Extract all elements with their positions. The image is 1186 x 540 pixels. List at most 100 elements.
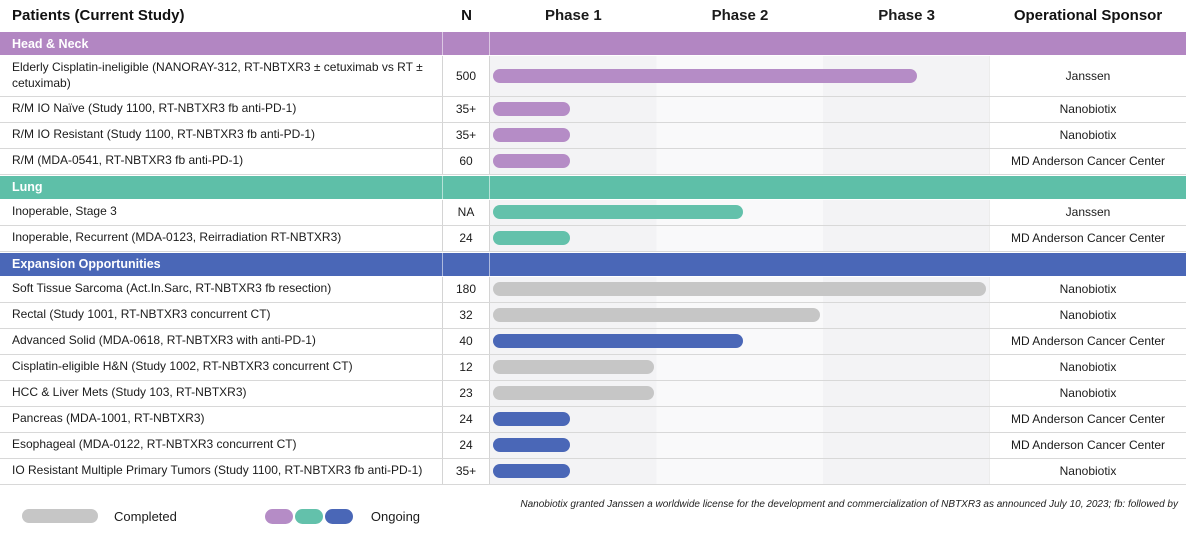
study-sponsor: Nanobiotix [1059,386,1117,401]
study-row: Cisplatin-eligible H&N (Study 1002, RT-N… [0,354,1186,381]
study-patients-label: Elderly Cisplatin-ineligible (NANORAY-31… [0,56,443,96]
phase-track [490,225,990,251]
study-sponsor: MD Anderson Cancer Center [1010,154,1166,169]
col-header-n: N [461,7,472,24]
study-sponsor: Nanobiotix [1059,308,1117,323]
study-patients-label: IO Resistant Multiple Primary Tumors (St… [0,458,443,484]
study-n-value: 500 [443,56,490,96]
study-row: Soft Tissue Sarcoma (Act.In.Sarc, RT-NBT… [0,276,1186,303]
legend-completed-label: Completed [114,508,177,524]
study-n-value: 35+ [443,96,490,122]
study-sponsor: Janssen [1065,205,1111,220]
study-sponsor: MD Anderson Cancer Center [1010,438,1166,453]
study-patients-label: R/M IO Resistant (Study 1100, RT-NBTXR3 … [0,122,443,148]
study-n-value: 32 [443,302,490,328]
phase-progress-bar-ongoing [493,68,918,83]
study-sponsor: MD Anderson Cancer Center [1010,231,1166,246]
study-n-value: NA [443,199,490,225]
phase-track [490,328,990,354]
study-sponsor: Janssen [1065,68,1111,83]
phase-progress-bar-ongoing [493,438,570,453]
phase-headers: Phase 1 Phase 2 Phase 3 [490,0,990,31]
study-patients-label: Inoperable, Recurrent (MDA-0123, Reirrad… [0,225,443,251]
legend-ongoing-swatch-purple [264,508,293,524]
study-sponsor: Nanobiotix [1059,282,1117,297]
study-row: Advanced Solid (MDA-0618, RT-NBTXR3 with… [0,328,1186,355]
study-sponsor: Nanobiotix [1059,128,1117,143]
section-label: Lung [12,180,43,195]
study-n-value: 24 [443,225,490,251]
legend: Completed Ongoing [22,508,421,524]
phase-track [490,122,990,148]
study-n-value: 60 [443,148,490,174]
phase-progress-bar-ongoing [493,231,570,246]
study-n-value: 24 [443,432,490,458]
phase-track [490,432,990,458]
legend-completed-swatch [22,509,98,524]
study-sponsor: Nanobiotix [1059,102,1117,117]
study-row: R/M IO Resistant (Study 1100, RT-NBTXR3 … [0,122,1186,149]
legend-ongoing-swatch-teal [294,508,323,524]
study-patients-label: Esophageal (MDA-0122, RT-NBTXR3 concurre… [0,432,443,458]
section-label: Head & Neck [12,36,89,51]
phase-track [490,302,990,328]
study-row: Pancreas (MDA-1001, RT-NBTXR3) 24 MD Ander… [0,406,1186,433]
phase-track [490,458,990,484]
study-row: R/M (MDA-0541, RT-NBTXR3 fb anti-PD-1) 60… [0,148,1186,175]
study-row: Rectal (Study 1001, RT-NBTXR3 concurrent… [0,302,1186,329]
study-patients-label: Pancreas (MDA-1001, RT-NBTXR3) [0,406,443,432]
section-row: Expansion Opportunities [0,251,1186,277]
study-n-value: 35+ [443,122,490,148]
col-header-sponsor: Operational Sponsor [1013,7,1163,24]
phase-progress-bar-ongoing [493,102,570,117]
footer: Completed Ongoing Nanobiotix granted Jan… [0,485,1186,535]
study-row: Inoperable, Recurrent (MDA-0123, Reirrad… [0,225,1186,252]
study-row: Esophageal (MDA-0122, RT-NBTXR3 concurre… [0,432,1186,459]
col-header-phase1: Phase 1 [544,7,602,24]
study-patients-label: Advanced Solid (MDA-0618, RT-NBTXR3 with… [0,328,443,354]
phase-track [490,276,990,302]
legend-ongoing-swatch-blue [324,508,353,524]
legend-ongoing-label: Ongoing [370,508,421,524]
phase-progress-bar-ongoing [493,154,570,169]
study-sponsor: MD Anderson Cancer Center [1010,334,1166,349]
study-n-value: 35+ [443,458,490,484]
study-n-value: 40 [443,328,490,354]
table-body: Head & Neck Elderly Cisplatin-ineligible … [0,31,1186,485]
phase-track [490,406,990,432]
col-header-phase2: Phase 2 [711,7,769,24]
study-n-value: 23 [443,380,490,406]
section-row: Lung [0,174,1186,200]
study-row: HCC & Liver Mets (Study 103, RT-NBTXR3) 2… [0,380,1186,407]
phase-progress-bar-completed [493,360,654,375]
phase-progress-bar-completed [493,308,821,323]
study-row: IO Resistant Multiple Primary Tumors (St… [0,458,1186,485]
study-sponsor: Nanobiotix [1059,360,1117,375]
phase-track [490,96,990,122]
phase-progress-bar-ongoing [493,464,570,479]
phase-progress-bar-ongoing [493,412,570,427]
phase-progress-bar-ongoing [493,205,743,220]
study-patients-label: Inoperable, Stage 3 [0,199,443,225]
study-row: Inoperable, Stage 3 NA Janssen [0,199,1186,226]
study-patients-label: R/M (MDA-0541, RT-NBTXR3 fb anti-PD-1) [0,148,443,174]
section-row: Head & Neck [0,31,1186,56]
col-header-patients: Patients (Current Study) [12,7,185,24]
footnote: Nanobiotix granted Janssen a worldwide l… [520,498,1178,510]
phase-progress-bar-completed [493,386,654,401]
phase-progress-bar-ongoing [493,334,743,349]
table-header: Patients (Current Study) N Phase 1 Phase… [0,0,1186,31]
col-header-phase3: Phase 3 [878,7,936,24]
study-n-value: 180 [443,276,490,302]
study-patients-label: Rectal (Study 1001, RT-NBTXR3 concurrent… [0,302,443,328]
study-n-value: 12 [443,354,490,380]
study-sponsor: MD Anderson Cancer Center [1010,412,1166,427]
phase-progress-bar-ongoing [493,128,570,143]
phase-track [490,199,990,225]
study-row: Elderly Cisplatin-ineligible (NANORAY-31… [0,56,1186,97]
study-patients-label: Soft Tissue Sarcoma (Act.In.Sarc, RT-NBT… [0,276,443,302]
phase-track [490,148,990,174]
section-label: Expansion Opportunities [12,257,161,272]
phase-track [490,380,990,406]
study-patients-label: R/M IO Naïve (Study 1100, RT-NBTXR3 fb a… [0,96,443,122]
